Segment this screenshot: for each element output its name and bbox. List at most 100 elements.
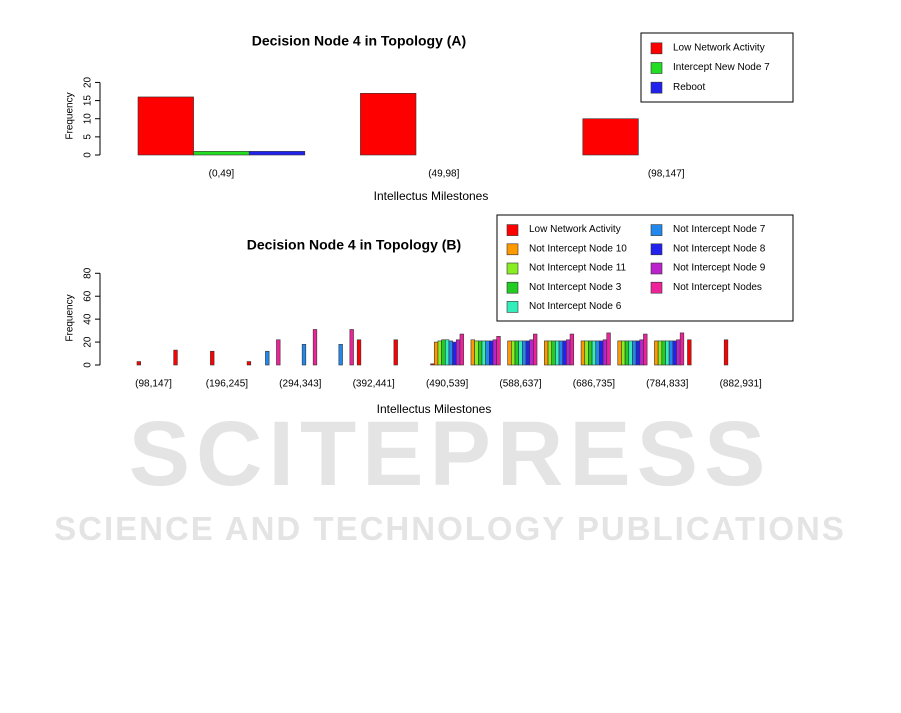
legend-swatch [650, 81, 663, 94]
bar [654, 340, 659, 366]
bar [522, 340, 527, 366]
legend-label: Not Intercept Node 11 [529, 263, 627, 274]
bar [276, 339, 281, 366]
bar [246, 361, 252, 366]
y-tick-label: 10 [83, 113, 94, 125]
bar [584, 340, 589, 366]
bar [173, 349, 178, 366]
y-tick-label: 40 [83, 313, 94, 325]
x-tick-label: (686,735] [573, 379, 615, 390]
legend-label: Intercept New Node 7 [673, 62, 770, 73]
bar [452, 341, 457, 366]
y-tick-label: 0 [83, 152, 94, 158]
y-axis-label: Frequency [65, 92, 76, 139]
bar [356, 339, 362, 366]
watermark-title: SCITEPRESS [129, 403, 772, 505]
bar [632, 340, 637, 366]
bar [529, 339, 534, 366]
x-tick-label: (392,441] [353, 379, 395, 390]
x-tick-label: (784,833] [646, 379, 688, 390]
bar [606, 332, 611, 366]
bar [617, 340, 622, 366]
x-axis-label: Intellectus Milestones [374, 189, 489, 203]
bar [582, 118, 639, 156]
legend-box [640, 32, 794, 103]
bar [312, 329, 318, 366]
bar [628, 340, 633, 366]
bar [668, 340, 674, 366]
chart-title: Decision Node 4 in Topology (A) [252, 33, 466, 49]
bar [496, 336, 501, 366]
legend-label: Not Intercept Node 7 [673, 224, 766, 235]
bar [430, 363, 435, 366]
legend-label: Low Network Activity [673, 42, 765, 53]
legend-label: Not Intercept Nodes [673, 282, 762, 293]
bar [448, 340, 453, 366]
legend-label: Reboot [673, 82, 705, 93]
bar [569, 333, 575, 366]
bar [481, 340, 486, 366]
y-axis-label: Frequency [65, 294, 76, 341]
bar [137, 96, 194, 156]
bar [551, 340, 556, 366]
bar [657, 340, 663, 366]
legend-label: Low Network Activity [529, 224, 621, 235]
bar [533, 333, 538, 366]
x-tick-label: (882,931] [720, 379, 762, 390]
x-tick-label: (196,245] [206, 379, 248, 390]
legend-label: Not Intercept Node 9 [673, 263, 766, 274]
bar [489, 340, 494, 366]
bar [588, 340, 593, 366]
bar [643, 333, 648, 366]
bar [599, 340, 604, 366]
y-tick-label: 80 [83, 267, 94, 279]
y-tick-label: 0 [83, 362, 94, 368]
y-tick-label: 5 [83, 134, 94, 140]
watermark-subtitle: SCIENCE AND TECHNOLOGY PUBLICATIONS [54, 510, 846, 547]
bar [193, 151, 250, 156]
bar [393, 339, 398, 366]
bar [301, 344, 307, 366]
bar [665, 340, 670, 366]
bar [558, 340, 564, 366]
bar [514, 340, 519, 366]
legend-swatch [506, 301, 519, 313]
bar [433, 341, 439, 366]
legend-swatch [650, 281, 663, 294]
y-tick-label: 20 [83, 76, 94, 88]
bar [525, 340, 530, 366]
bar [687, 339, 692, 366]
y-tick-label: 60 [83, 290, 94, 302]
bar [455, 339, 461, 366]
bar [360, 93, 417, 156]
y-tick-label: 15 [83, 95, 94, 107]
x-tick-label: (0,49] [209, 169, 235, 180]
legend-swatch [506, 281, 519, 294]
legend-swatch [506, 262, 519, 275]
bar [459, 333, 464, 366]
bar [507, 340, 512, 366]
legend-swatch [650, 224, 663, 236]
legend-label: Not Intercept Node 6 [529, 301, 622, 312]
legend-swatch [506, 243, 519, 256]
bar [492, 339, 497, 366]
bar [518, 340, 523, 366]
bar [723, 339, 729, 366]
bar [639, 339, 644, 366]
bar [566, 339, 571, 366]
bar [676, 339, 681, 366]
x-axis-label: Intellectus Milestones [377, 402, 492, 416]
legend-label: Not Intercept Node 10 [529, 243, 627, 254]
bar [580, 340, 586, 366]
bar [511, 340, 516, 366]
bar [547, 340, 553, 366]
x-tick-label: (294,343] [279, 379, 321, 390]
x-tick-label: (98,147] [135, 379, 172, 390]
bar [624, 340, 630, 366]
bar [661, 340, 666, 366]
legend-box [496, 214, 794, 322]
bar [210, 350, 215, 366]
bar [437, 340, 442, 366]
bar [562, 340, 567, 366]
bar [602, 339, 608, 366]
